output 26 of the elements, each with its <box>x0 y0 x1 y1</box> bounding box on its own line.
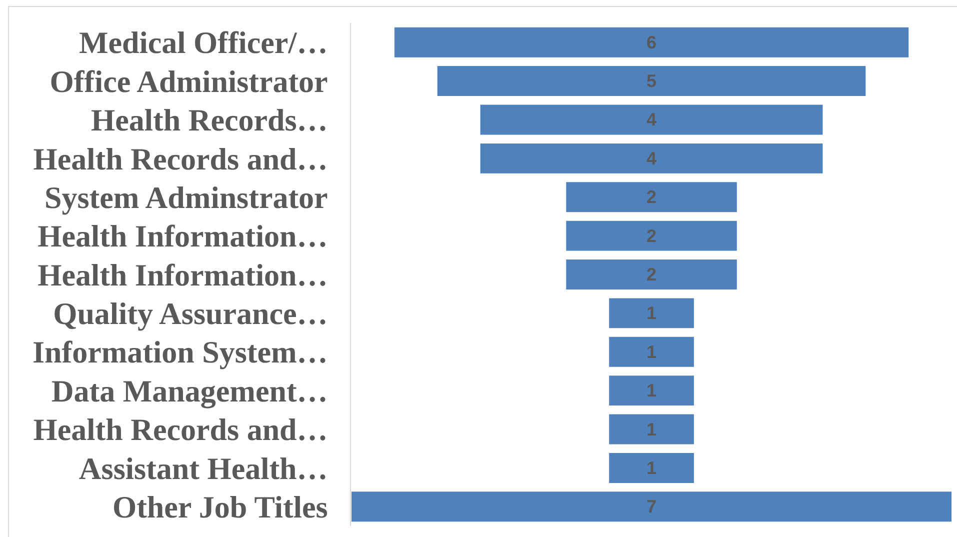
category-label: Assistant Health… <box>78 450 328 486</box>
category-label: Health Information… <box>38 257 328 292</box>
data-label: 2 <box>646 264 657 284</box>
category-label: System Adminstrator <box>44 180 328 215</box>
data-label: 7 <box>646 496 657 517</box>
category-label: Health Records… <box>91 102 328 138</box>
category-label: Other Job Titles <box>112 490 328 524</box>
category-label: Health Records and… <box>33 141 328 176</box>
category-label: Health Records and… <box>33 412 328 448</box>
data-label: 1 <box>646 342 657 362</box>
category-label: Information System… <box>32 334 328 370</box>
category-label: Health Information… <box>38 218 328 254</box>
data-label: 1 <box>646 419 657 440</box>
data-label: 6 <box>646 32 657 52</box>
data-label: 1 <box>646 380 657 401</box>
data-label: 4 <box>646 110 657 130</box>
data-label: 2 <box>646 226 657 246</box>
category-label: Quality Assurance… <box>53 296 328 332</box>
category-label: Data Management… <box>51 373 328 408</box>
data-label: 1 <box>646 303 657 324</box>
data-label: 1 <box>646 458 657 478</box>
data-label: 4 <box>646 148 657 168</box>
category-label: Office Administrator <box>50 64 328 99</box>
data-label: 5 <box>646 71 657 92</box>
data-label: 2 <box>646 187 657 208</box>
category-label: Medical Officer/… <box>79 25 328 60</box>
